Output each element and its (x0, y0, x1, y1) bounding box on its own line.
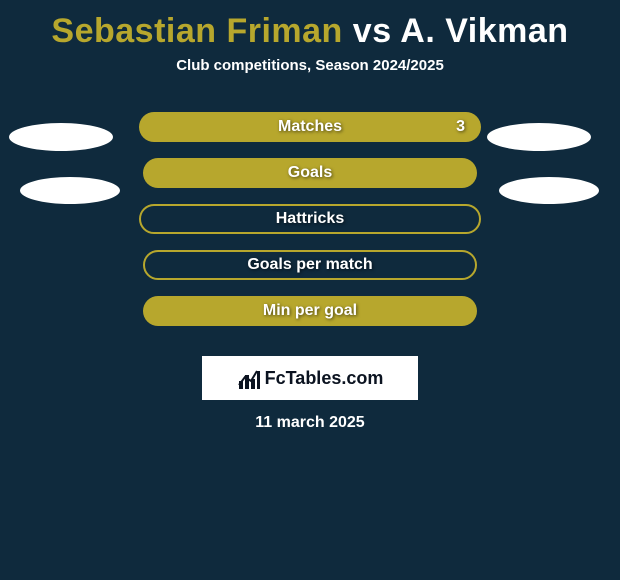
date-text: 11 march 2025 (0, 414, 620, 432)
stat-capsule: Hattricks (139, 204, 481, 234)
stat-capsule: Min per goal (143, 296, 477, 326)
stat-row: Matches 3 (0, 112, 620, 158)
stat-capsule: Goals per match (143, 250, 477, 280)
stat-value-right: 3 (456, 118, 465, 136)
stat-label: Hattricks (276, 210, 344, 228)
player2-name: A. Vikman (400, 12, 568, 50)
player1-name: Sebastian Friman (51, 12, 342, 50)
logo-text: FcTables.com (265, 368, 384, 389)
page-title: Sebastian Friman vs A. Vikman (0, 12, 620, 51)
stat-row: Min per goal (0, 296, 620, 342)
vs-text: vs (353, 12, 392, 50)
stats-container: Matches 3 Goals Hattricks Goals per match Min… (0, 112, 620, 342)
stat-row: Goals per match (0, 250, 620, 296)
stat-row: Hattricks (0, 204, 620, 250)
stat-label: Goals (288, 164, 332, 182)
stat-row: Goals (0, 158, 620, 204)
stat-label: Min per goal (263, 302, 357, 320)
fctables-icon (237, 367, 259, 389)
stat-label: Goals per match (247, 256, 372, 274)
stat-capsule: Goals (143, 158, 477, 188)
subtitle: Club competitions, Season 2024/2025 (0, 57, 620, 74)
source-logo: FcTables.com (202, 356, 418, 400)
stat-label: Matches (278, 118, 342, 136)
stat-capsule: Matches 3 (139, 112, 481, 142)
